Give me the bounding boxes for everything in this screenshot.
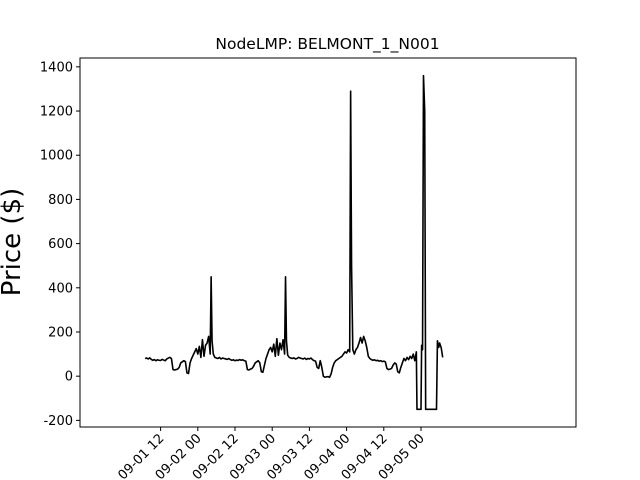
y-tick-label: 1200: [40, 105, 73, 120]
y-tick-label: 800: [48, 193, 73, 208]
y-axis-label: Price ($): [0, 188, 27, 297]
y-tick-label: 1400: [40, 60, 73, 75]
y-axis-ticks: -200 0 200 400 600 800 1000 1200 1400: [40, 60, 80, 429]
y-tick-label: 400: [48, 281, 73, 296]
plot-area: [144, 74, 444, 411]
y-tick-label: 600: [48, 237, 73, 252]
y-tick-label: 200: [48, 325, 73, 340]
chart-title: NodeLMP: BELMONT_1_N001: [215, 35, 439, 54]
plot-frame: [79, 57, 577, 428]
y-tick-label: 1000: [40, 149, 73, 164]
y-tick-label: 0: [65, 370, 73, 385]
y-tick-label: -200: [43, 414, 73, 429]
price-series-line: [144, 74, 444, 411]
